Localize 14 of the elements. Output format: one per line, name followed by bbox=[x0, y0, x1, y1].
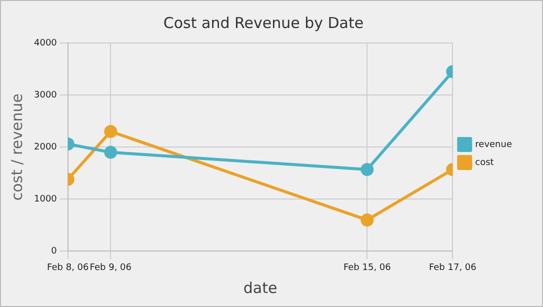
y-tick-label: 0 bbox=[51, 246, 58, 257]
legend-label: revenue bbox=[475, 140, 512, 150]
chart-title: Cost and Revenue by Date bbox=[163, 14, 364, 32]
x-axis-title: date bbox=[243, 278, 278, 297]
x-tick-label: Feb 15, 06 bbox=[343, 262, 392, 273]
x-tick-label: Feb 8, 06 bbox=[47, 262, 90, 273]
x-tick-label: Feb 17, 06 bbox=[428, 262, 477, 273]
y-tick-label: 2000 bbox=[34, 142, 58, 152]
y-axis-title: cost / revenue bbox=[8, 94, 26, 201]
y-tick-label: 4000 bbox=[34, 38, 58, 48]
y-tick-label: 3000 bbox=[34, 90, 58, 100]
x-tick-label: Feb 9, 06 bbox=[90, 262, 132, 273]
legend-label: cost bbox=[475, 158, 494, 168]
y-tick-label: 1000 bbox=[34, 194, 58, 204]
